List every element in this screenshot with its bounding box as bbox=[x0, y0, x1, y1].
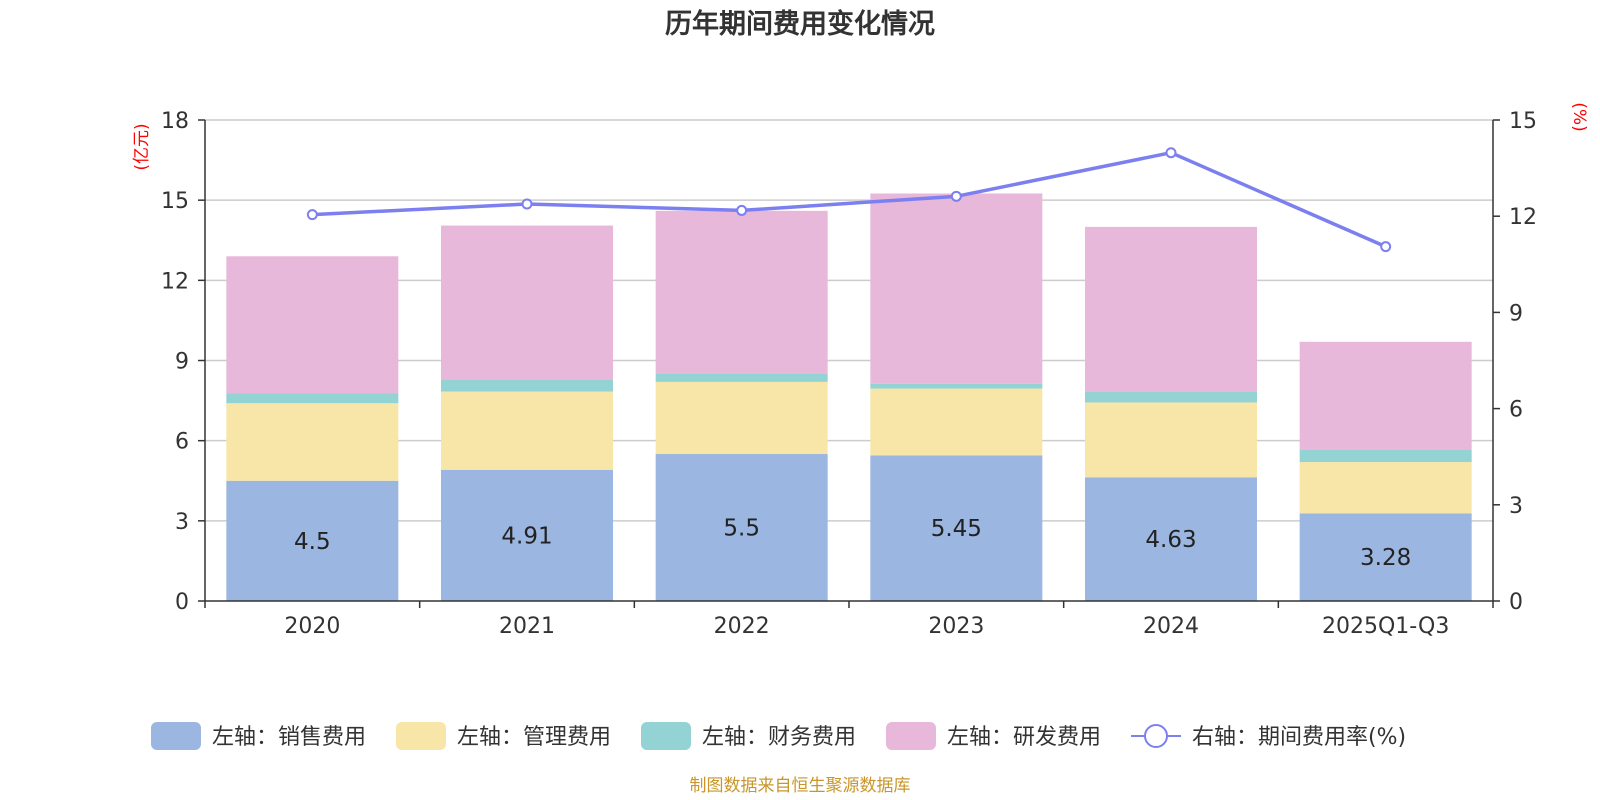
bar-data-label: 5.5 bbox=[723, 516, 760, 542]
line-point bbox=[1165, 147, 1177, 159]
legend-item[interactable]: 左轴：管理费用 bbox=[396, 722, 611, 750]
chart-title: 历年期间费用变化情况 bbox=[665, 8, 935, 40]
bar-segment bbox=[870, 455, 1043, 601]
bar-segment bbox=[226, 403, 399, 481]
line-point bbox=[1380, 241, 1392, 253]
bar-segment bbox=[226, 393, 399, 404]
bar-segment bbox=[870, 388, 1043, 456]
bar-segment bbox=[441, 225, 613, 381]
x-tick-label: 2023 bbox=[928, 614, 984, 639]
bar-segment bbox=[655, 373, 828, 382]
legend-item[interactable]: 右轴：期间费用率(%) bbox=[1131, 724, 1406, 750]
bar-segment bbox=[441, 391, 613, 470]
bar-data-label: 3.28 bbox=[1360, 545, 1411, 571]
left-tick-label: 6 bbox=[175, 430, 189, 455]
x-tick-label: 2021 bbox=[499, 614, 555, 639]
bar-data-label: 4.91 bbox=[501, 523, 552, 549]
bar-segment bbox=[1299, 462, 1472, 514]
legend-item[interactable]: 左轴：销售费用 bbox=[151, 722, 366, 750]
right-axis-unit: (%) bbox=[1569, 102, 1589, 131]
left-tick-label: 12 bbox=[161, 269, 189, 294]
rate-line bbox=[312, 150, 1387, 249]
legend-item[interactable]: 左轴：财务费用 bbox=[641, 722, 856, 750]
left-tick-label: 15 bbox=[161, 189, 189, 214]
bar-segment bbox=[441, 380, 613, 392]
bar-segment bbox=[870, 193, 1043, 384]
left-tick-label: 0 bbox=[175, 590, 189, 615]
legend[interactable]: 左轴：销售费用 左轴：管理费用 左轴：财务费用 左轴：研发费用 右轴：期间费用率(%) bbox=[151, 722, 1406, 750]
bar-segment bbox=[1085, 477, 1257, 601]
bar-segment bbox=[655, 210, 828, 374]
bar-data-label: 5.45 bbox=[931, 516, 982, 542]
left-tick-label: 18 bbox=[161, 109, 189, 134]
left-tick-label: 9 bbox=[175, 350, 189, 375]
legend-swatch bbox=[396, 722, 446, 750]
legend-item[interactable]: 左轴：研发费用 bbox=[886, 722, 1101, 750]
gridlines bbox=[205, 119, 1493, 522]
axes: 0 3 6 9 12 15 18 0 3 6 9 12 15 2020 2021 2022 2023 2024 20… bbox=[161, 109, 1537, 639]
x-tick-label: 2020 bbox=[284, 614, 340, 639]
right-tick-label: 12 bbox=[1509, 205, 1537, 230]
bar-segment bbox=[1085, 226, 1257, 392]
legend-label: 左轴：研发费用 bbox=[947, 725, 1101, 750]
right-tick-label: 9 bbox=[1509, 301, 1523, 326]
x-tick-label: 2022 bbox=[714, 614, 770, 639]
legend-marker bbox=[1144, 724, 1168, 748]
legend-label: 左轴：销售费用 bbox=[212, 725, 366, 750]
bar-segment bbox=[655, 381, 828, 455]
bar-segment bbox=[1085, 402, 1257, 478]
bar-segment bbox=[1085, 391, 1257, 403]
x-tick-label: 2025Q1-Q3 bbox=[1322, 614, 1449, 639]
bar-segment bbox=[1299, 513, 1472, 601]
right-tick-label: 15 bbox=[1509, 109, 1537, 134]
data-labels: 4.5 4.91 5.5 5.45 4.63 3.28 bbox=[294, 516, 1411, 572]
legend-swatch bbox=[641, 722, 691, 750]
legend-swatch bbox=[886, 722, 936, 750]
line-point bbox=[521, 198, 533, 210]
left-axis-unit: (亿元) bbox=[132, 123, 152, 170]
right-tick-label: 6 bbox=[1509, 398, 1523, 423]
line-point bbox=[950, 190, 962, 202]
bar-segment bbox=[1299, 450, 1472, 463]
right-tick-label: 0 bbox=[1509, 590, 1523, 615]
bar-data-label: 4.5 bbox=[294, 529, 331, 555]
bar-data-label: 4.63 bbox=[1145, 527, 1196, 553]
line-point bbox=[736, 204, 748, 216]
bar-segment bbox=[870, 383, 1043, 389]
legend-label: 左轴：财务费用 bbox=[702, 725, 856, 750]
bar-segment bbox=[655, 454, 828, 601]
legend-swatch bbox=[151, 722, 201, 750]
x-tick-label: 2024 bbox=[1143, 614, 1199, 639]
source-note: 制图数据来自恒生聚源数据库 bbox=[690, 776, 911, 796]
bars bbox=[226, 193, 1472, 601]
right-tick-label: 3 bbox=[1509, 494, 1523, 519]
line-point bbox=[306, 209, 318, 221]
bar-segment bbox=[226, 256, 399, 394]
legend-label: 右轴：期间费用率(%) bbox=[1192, 725, 1406, 750]
left-tick-label: 3 bbox=[175, 510, 189, 535]
bar-segment bbox=[226, 480, 399, 601]
legend-label: 左轴：管理费用 bbox=[457, 725, 611, 750]
bar-segment bbox=[441, 469, 613, 601]
rate-line-series bbox=[306, 147, 1392, 253]
bar-segment bbox=[1299, 341, 1472, 451]
